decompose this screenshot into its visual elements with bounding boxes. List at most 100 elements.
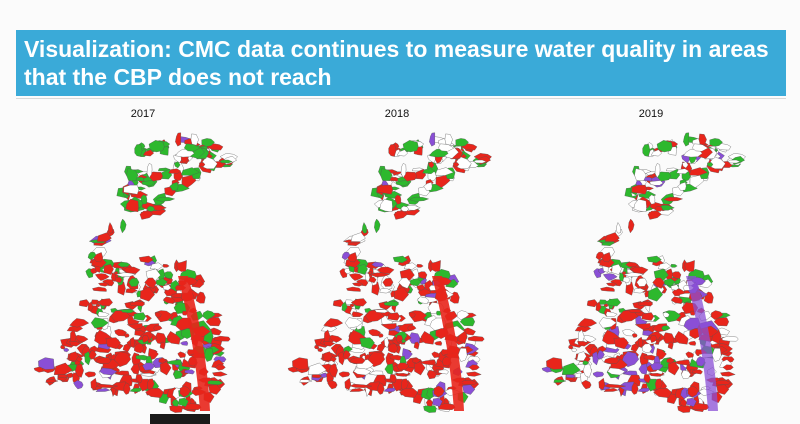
watershed-patch <box>146 163 153 179</box>
watershed-patch <box>392 255 408 263</box>
watershed-patch <box>727 159 741 164</box>
watershed-patch <box>636 277 648 287</box>
watershed-patch <box>145 388 164 398</box>
watershed-patch <box>595 251 605 260</box>
watershed-patch <box>600 286 615 292</box>
watershed-patch <box>201 138 215 147</box>
watershed-patch <box>135 355 151 361</box>
watershed-patch <box>377 266 395 274</box>
watershed-patch <box>400 205 409 212</box>
watershed-patch <box>566 374 577 379</box>
watershed-patch <box>114 329 127 337</box>
watershed-patch <box>656 140 673 153</box>
watershed-patch <box>416 264 424 268</box>
watershed-patch <box>577 341 589 347</box>
watershed-patch <box>616 222 621 234</box>
watershed-patch <box>162 264 170 268</box>
watershed-patch <box>378 333 384 338</box>
watershed-patch <box>159 341 166 350</box>
watershed-patch <box>338 351 345 366</box>
watershed-patch <box>394 373 411 377</box>
watershed-patch <box>93 252 104 263</box>
watershed-patch <box>613 337 629 350</box>
watershed-patch <box>653 388 672 398</box>
watershed-patch <box>631 184 647 195</box>
watershed-patch <box>431 351 440 358</box>
watershed-patch <box>140 373 157 377</box>
watershed-patch <box>92 247 107 257</box>
watershed-patch <box>571 347 578 353</box>
watershed-patch <box>144 277 157 289</box>
map-year-label: 2017 <box>130 108 156 120</box>
watershed-patch <box>602 273 618 281</box>
watershed-patch <box>396 149 409 157</box>
watershed-patch <box>663 196 684 202</box>
watershed-patch <box>219 159 233 164</box>
watershed-patch <box>631 266 649 274</box>
watershed-patch <box>650 362 664 371</box>
watershed-patch <box>435 167 454 176</box>
watershed-patch <box>436 310 442 316</box>
map-panel-2017: 2017 <box>18 104 268 422</box>
watershed-patch <box>174 161 181 169</box>
watershed-patch <box>87 251 97 260</box>
watershed-patch <box>632 333 638 338</box>
watershed-patch <box>432 397 443 407</box>
watershed-patch <box>466 371 482 377</box>
watershed-patch <box>123 382 131 395</box>
watershed-patch <box>473 159 487 164</box>
watershed-patch <box>74 360 82 366</box>
watershed-patch <box>456 310 470 321</box>
watershed-patch <box>90 377 98 390</box>
watershed-patch <box>380 323 397 330</box>
watershed-patch <box>596 349 605 360</box>
watershed-patch <box>455 138 469 147</box>
watershed-patch <box>576 351 587 361</box>
watershed-patch <box>418 271 428 279</box>
watershed-patch <box>329 363 338 378</box>
watershed-patch <box>126 168 139 181</box>
watershed-patch <box>159 361 172 376</box>
watershed-patch <box>379 288 392 294</box>
watershed-patch <box>592 371 605 378</box>
watershed-patch <box>716 384 730 395</box>
watershed-patch <box>680 399 688 407</box>
watershed-patch <box>582 360 590 366</box>
watershed-patch <box>648 373 665 377</box>
divider <box>16 98 786 99</box>
watershed-patch <box>403 262 418 270</box>
watershed-patch <box>600 247 615 257</box>
watershed-patch <box>124 333 130 338</box>
watershed-patch <box>444 133 453 146</box>
watershed-patch <box>357 263 368 275</box>
watershed-patch <box>134 144 143 157</box>
watershed-patch <box>125 198 139 212</box>
watershed-patch <box>682 161 689 169</box>
watershed-patch <box>409 196 430 202</box>
watershed-patch <box>634 168 647 181</box>
map-panel-2018: 2018 <box>272 104 522 422</box>
watershed-patch <box>650 149 663 157</box>
watershed-patch <box>561 362 581 375</box>
watershed-patch <box>190 133 199 146</box>
watershed-patch <box>120 309 135 314</box>
watershed-patch <box>199 162 206 167</box>
watershed-patch <box>168 168 182 174</box>
watershed-patch <box>642 144 651 157</box>
watershed-patch <box>105 337 121 350</box>
watershed-patch <box>140 194 148 205</box>
watershed-patch <box>142 149 155 157</box>
watershed-patch <box>434 341 443 346</box>
watershed-patch <box>94 273 110 281</box>
watershed-patch <box>342 349 351 360</box>
watershed-patch <box>690 310 696 316</box>
watershed-patch <box>368 329 381 337</box>
watershed-patch <box>208 384 222 395</box>
watershed-patch <box>677 181 687 191</box>
watershed-patch <box>45 379 59 383</box>
watershed-patch <box>396 362 410 371</box>
main-river-corridor <box>178 276 210 411</box>
watershed-patch <box>169 181 179 191</box>
watershed-patch <box>376 343 385 352</box>
watershed-patch <box>292 357 309 370</box>
